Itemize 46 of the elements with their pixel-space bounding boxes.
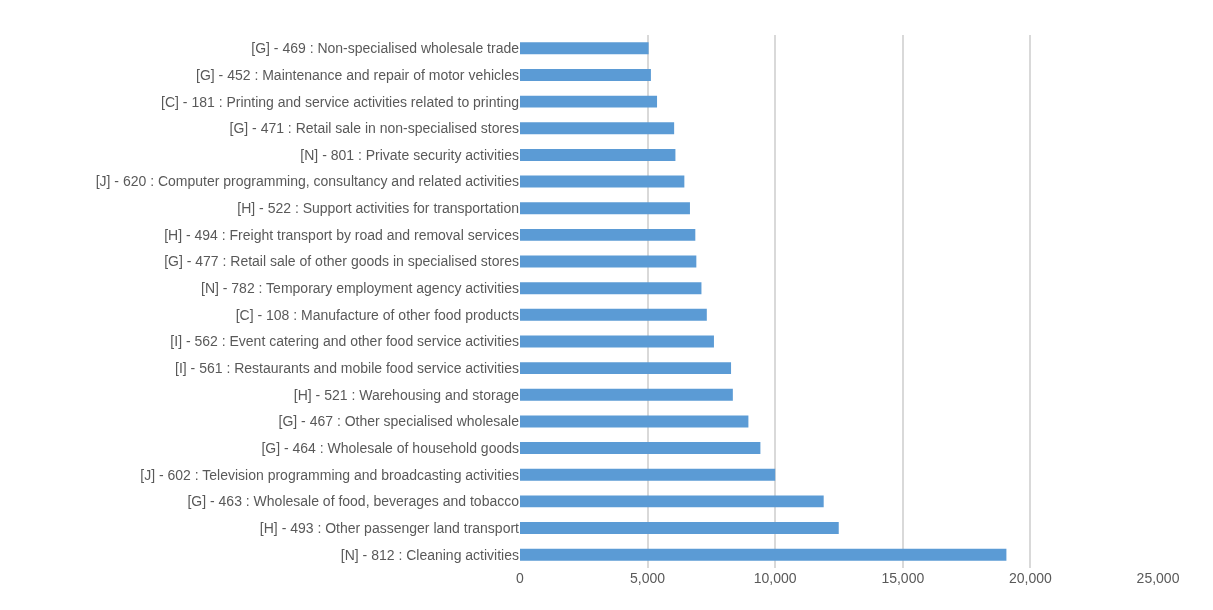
y-tick-label: [G] - 452 : Maintenance and repair of motor vehicles [196, 66, 519, 83]
bar [520, 308, 707, 321]
bar [520, 388, 733, 401]
bar [520, 362, 732, 375]
bar [520, 68, 651, 81]
x-tick-label: 25,000 [1136, 570, 1180, 586]
x-tick-label: 0 [516, 570, 525, 586]
y-tick-label: [H] - 494 : Freight transport by road and removal services [164, 226, 519, 243]
y-tick-label: [I] - 562 : Event catering and other food service activities [170, 333, 519, 350]
bar [520, 255, 697, 268]
bar [520, 468, 776, 481]
y-tick-label: [G] - 467 : Other specialised wholesale [278, 413, 520, 430]
y-tick-label: [G] - 471 : Retail sale in non-specialised stores [229, 120, 519, 137]
y-tick-label: [N] - 812 : Cleaning activities [340, 546, 519, 563]
y-tick-label: [N] - 782 : Temporary employment agency activities [201, 280, 519, 297]
bar [520, 202, 690, 215]
bar [520, 175, 685, 188]
bar [520, 42, 649, 55]
bar [520, 282, 702, 295]
bar [520, 415, 749, 428]
bar [520, 122, 675, 135]
y-tick-label: [G] - 464 : Wholesale of household goods [261, 439, 519, 456]
y-tick-label: [H] - 521 : Warehousing and storage [293, 386, 520, 403]
bar [520, 335, 714, 348]
bar [520, 548, 1007, 561]
y-tick-label: [J] - 602 : Television programming and broadcasting activities [140, 466, 519, 483]
y-tick-label: [G] - 469 : Non-specialised wholesale trade [251, 40, 520, 57]
y-tick-label: [N] - 801 : Private security activities [300, 146, 519, 163]
x-tick-label: 10,000 [753, 570, 797, 586]
bar [520, 442, 761, 455]
bar [520, 228, 696, 241]
y-tick-label: [I] - 561 : Restaurants and mobile food service activities [175, 360, 519, 377]
y-tick-label: [C] - 108 : Manufacture of other food products [235, 306, 519, 323]
y-tick-label: [G] - 477 : Retail sale of other goods in specialised stores [164, 253, 519, 270]
x-tick-label: 5,000 [630, 570, 666, 586]
y-tick-label: [J] - 620 : Computer programming, consultancy and related activities [95, 173, 519, 190]
y-tick-label: [H] - 493 : Other passenger land transport [259, 519, 520, 536]
x-tick-label: 20,000 [1008, 570, 1053, 586]
bar [520, 148, 676, 161]
bar [520, 522, 839, 535]
y-tick-label: [G] - 463 : Wholesale of food, beverages and tobacco [187, 493, 520, 510]
bar [520, 95, 658, 108]
y-tick-label: [H] - 522 : Support activities for transportation [237, 200, 519, 217]
y-tick-label: [C] - 181 : Printing and service activities related to printing [161, 93, 519, 110]
x-tick-label: 15,000 [881, 570, 925, 586]
bar [520, 495, 824, 508]
